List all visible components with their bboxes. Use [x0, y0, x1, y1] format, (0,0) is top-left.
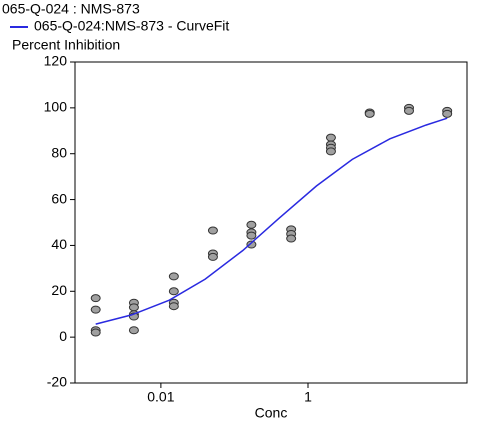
x-axis-label: Conc	[255, 405, 288, 421]
data-point	[90, 294, 101, 303]
data-point	[168, 302, 179, 311]
y-tick-label: 40	[51, 236, 67, 252]
y-tick-label: 20	[51, 282, 67, 298]
y-axis-label: Percent Inhibition	[12, 37, 120, 53]
data-point	[364, 109, 375, 118]
data-point	[207, 226, 218, 235]
data-point	[168, 287, 179, 296]
y-tick-label: 0	[59, 328, 67, 344]
fit-curve	[95, 117, 448, 325]
data-point	[246, 240, 257, 249]
y-tick-label: 80	[51, 144, 67, 160]
y-tick-label: 120	[44, 53, 68, 69]
data-point	[168, 272, 179, 281]
data-point	[325, 133, 336, 142]
data-point	[207, 252, 218, 261]
x-tick-label: 1	[304, 389, 312, 405]
data-point	[442, 109, 453, 118]
plot-frame	[74, 61, 468, 384]
data-point	[325, 147, 336, 156]
data-point	[90, 305, 101, 314]
data-point	[286, 234, 297, 243]
y-tick-label: 100	[44, 99, 68, 115]
y-tick-label: -20	[47, 374, 67, 390]
data-point	[246, 231, 257, 240]
legend-label: 065-Q-024:NMS-873 - CurveFit	[34, 18, 229, 34]
data-point	[403, 106, 414, 115]
data-point	[246, 220, 257, 229]
data-point	[128, 303, 139, 312]
x-tick-label: 0.01	[147, 389, 174, 405]
data-point	[128, 326, 139, 335]
y-tick-label: 60	[51, 190, 67, 206]
data-point	[90, 328, 101, 337]
chart-title: 065-Q-024 : NMS-873	[2, 1, 140, 17]
